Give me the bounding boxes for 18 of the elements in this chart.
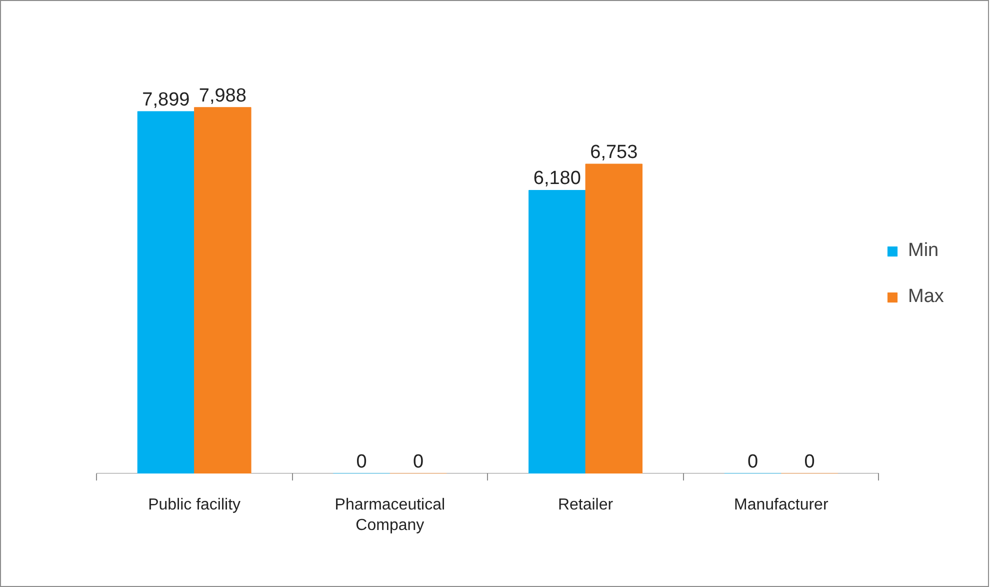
bar: [528, 190, 586, 474]
data-label: 0: [413, 452, 424, 472]
data-label: 6,180: [533, 168, 581, 190]
bar: [585, 164, 643, 474]
bar: [194, 107, 252, 474]
data-label: 0: [356, 452, 367, 472]
data-label: 7,899: [142, 89, 190, 110]
x-tick-label: Pharmaceutical Company: [334, 496, 446, 534]
x-tick-label: Public facility: [148, 496, 241, 514]
x-tick-label: Retailer: [558, 496, 614, 514]
bar: [137, 111, 195, 474]
x-tick-label: Manufacturer: [734, 496, 829, 514]
data-label: 6,753: [590, 142, 638, 163]
legend-label: Min: [908, 240, 939, 262]
legend-label: Max: [908, 286, 944, 308]
data-label: 0: [748, 452, 758, 472]
data-label: 7,988: [198, 85, 246, 106]
data-label: 0: [804, 452, 815, 472]
